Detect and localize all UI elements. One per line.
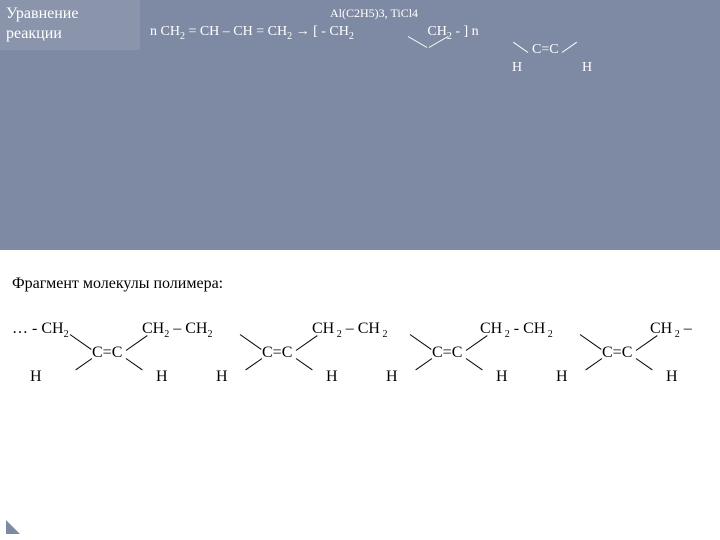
bond-eq-4: [562, 42, 577, 53]
pb-h2a: [245, 358, 262, 370]
pb-d2: [240, 334, 262, 350]
fragment-label: Фрагмент молекулы полимера:: [12, 275, 223, 293]
label-line1: Уравнение: [6, 4, 134, 24]
pt2: CH 2 – CH 2: [312, 320, 387, 340]
eq-h2: H: [582, 60, 592, 76]
ph1: H: [156, 368, 168, 386]
eq-left: n CH: [150, 24, 180, 39]
pt0: … - CH2: [12, 320, 69, 340]
pb-u2: [296, 335, 318, 351]
equation-main: n CH2 = CH – CH = CH2 → [ - CH2 CH2 - ] …: [150, 24, 479, 42]
ph3: H: [326, 368, 338, 386]
equation-label-box: Уравнение реакции: [0, 0, 140, 50]
ph0: H: [30, 368, 42, 386]
pb-u4: [636, 335, 658, 351]
pb-h3a: [415, 358, 432, 370]
equation-panel: Уравнение реакции Al(C2H5)3, TiCl4 n CH 2…: [0, 0, 720, 250]
polymer-area: … - CH2 CH2 – CH2 CH 2 – CH 2 CH 2 - CH …: [0, 320, 720, 440]
catalyst-text: Al(C2H5)3, TiCl4: [330, 6, 418, 21]
ph2: H: [216, 368, 228, 386]
cc2: C=C: [432, 344, 462, 362]
bond-eq-3: [513, 42, 528, 53]
pb-h1b: [126, 358, 143, 370]
pb-d3: [410, 334, 432, 350]
ph7: H: [666, 368, 678, 386]
pb-h1a: [75, 358, 92, 370]
pb-h2b: [296, 358, 313, 370]
cc0: C=C: [92, 344, 122, 362]
pb-u3: [466, 335, 488, 351]
pb-h4b: [636, 358, 653, 370]
pt4: CH 2 –: [650, 320, 692, 340]
corner-accent-icon: [6, 520, 20, 534]
eq-h1: H: [512, 60, 522, 76]
pb-d1: [70, 334, 92, 350]
pb-u1: [126, 335, 148, 351]
ph4: H: [386, 368, 398, 386]
pb-d4: [580, 334, 602, 350]
pb-h4a: [585, 358, 602, 370]
ph6: H: [556, 368, 568, 386]
pt1: CH2 – CH2: [142, 320, 212, 340]
pb-h3b: [466, 358, 483, 370]
cc3: C=C: [602, 344, 632, 362]
ph5: H: [496, 368, 508, 386]
eq-left2: = CH – CH = CH: [185, 24, 287, 39]
label-line2: реакции: [6, 24, 134, 44]
pt3: CH 2 - CH 2: [480, 320, 553, 340]
eq-cc: C=C: [532, 42, 559, 58]
eq-right-tail: - ] n: [452, 24, 479, 39]
eq-sub3: 2: [349, 31, 354, 42]
eq-arrow: → [ - CH: [292, 24, 349, 39]
cc1: C=C: [262, 344, 292, 362]
